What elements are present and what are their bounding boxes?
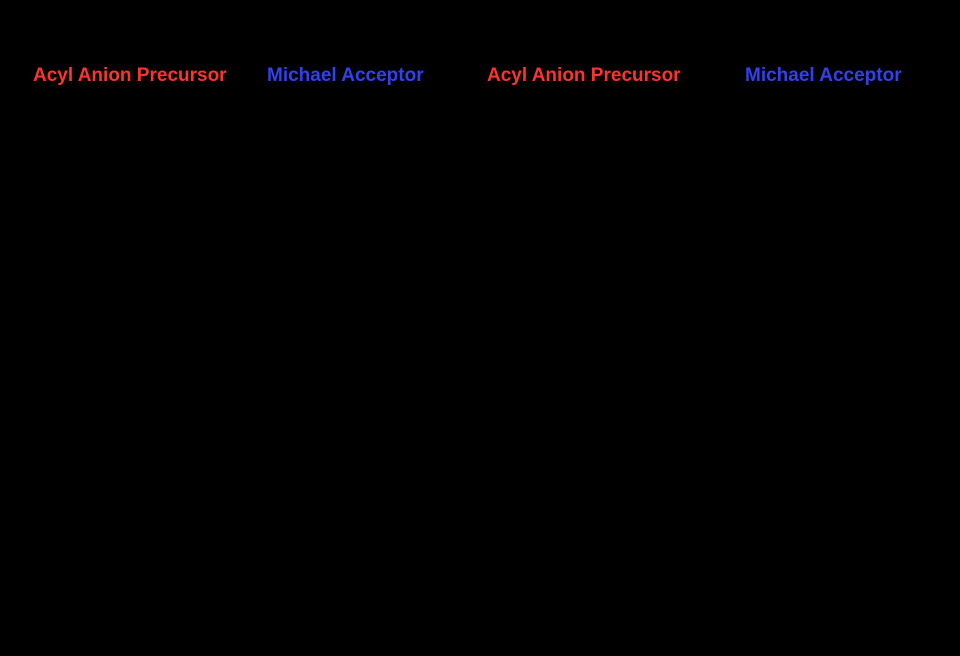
label-michael-acceptor-right: Michael Acceptor [745,65,902,86]
label-acyl-anion-precursor-right: Acyl Anion Precursor [487,65,681,86]
label-michael-acceptor-left: Michael Acceptor [267,65,424,86]
label-acyl-anion-precursor-left: Acyl Anion Precursor [33,65,227,86]
